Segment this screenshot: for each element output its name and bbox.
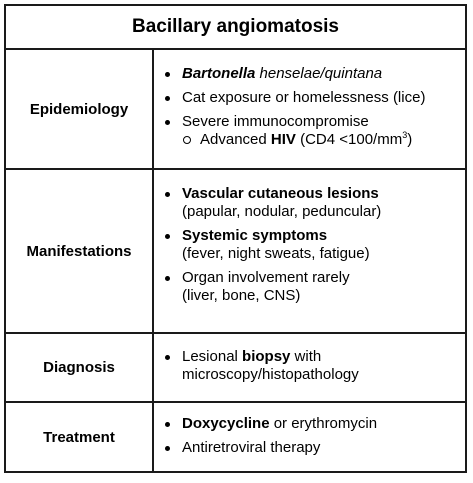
text-run: Cat exposure or homelessness (lice) (182, 89, 426, 106)
row-label: Manifestations (6, 170, 154, 332)
text-run: (CD4 <100/mm (295, 131, 403, 148)
info-table: Bacillary angiomatosis Epidemiology Bart… (4, 4, 467, 473)
text-run: Vascular cutaneous lesions (182, 185, 379, 202)
row-content: Lesional biopsy with microscopy/histopath… (156, 334, 465, 415)
row-content: Doxycycline or erythromycin Antiretrovira… (156, 403, 465, 483)
row-label: Treatment (6, 403, 154, 471)
text-run: or erythromycin (269, 415, 378, 432)
row-manifestations: Manifestations Vascular cutaneous lesion… (6, 170, 465, 334)
list-item: Organ involvement rarely (liver, bone, CN… (156, 269, 465, 305)
text-run: Organ involvement rarely (182, 269, 350, 286)
text-run: with (290, 348, 322, 365)
text-run: Antiretroviral therapy (182, 439, 321, 456)
text-run: Severe immunocompromise (182, 113, 369, 130)
text-run: Doxycycline (182, 415, 270, 432)
text-run: henselae/quintana (259, 65, 383, 82)
text-run: Lesional (182, 348, 243, 365)
sub-item: Advanced HIV (CD4 <100/mm3) (182, 131, 465, 149)
row-content: Bartonella henselae/quintana Cat exposure… (156, 50, 465, 183)
list-item: Cat exposure or homelessness (lice) (156, 89, 465, 107)
item-detail: (fever, night sweats, fatigue) (182, 245, 370, 262)
row-content: Vascular cutaneous lesions (papular, nodu… (156, 170, 465, 347)
list-item: Lesional biopsy with microscopy/histopath… (156, 348, 465, 384)
list-item: Systemic symptoms (fever, night sweats, f… (156, 227, 465, 263)
text-run: Bartonella (182, 65, 256, 82)
row-label: Epidemiology (6, 50, 154, 168)
row-label: Diagnosis (6, 334, 154, 401)
item-detail: microscopy/histopathology (182, 366, 359, 383)
item-detail: (liver, bone, CNS) (182, 287, 301, 304)
text-run: biopsy (242, 348, 291, 365)
text-run: Advanced (200, 131, 271, 148)
item-detail: (papular, nodular, peduncular) (182, 203, 382, 220)
text-run: 3 (402, 130, 408, 140)
list-item: Vascular cutaneous lesions (papular, nodu… (156, 185, 465, 221)
list-item: Antiretroviral therapy (156, 439, 465, 457)
list-item: Bartonella henselae/quintana (156, 65, 465, 83)
row-epidemiology: Epidemiology Bartonella henselae/quintan… (6, 50, 465, 170)
list-item: Severe immunocompromise Advanced HIV (CD4… (156, 113, 465, 149)
text-run: ) (407, 131, 413, 148)
table-title: Bacillary angiomatosis (6, 6, 465, 50)
text-run: HIV (270, 131, 296, 148)
row-treatment: Treatment Doxycycline or erythromycin Ant… (6, 403, 465, 471)
list-item: Doxycycline or erythromycin (156, 415, 465, 433)
row-diagnosis: Diagnosis Lesional biopsy with microscopy… (6, 334, 465, 403)
text-run: Systemic symptoms (182, 227, 328, 244)
